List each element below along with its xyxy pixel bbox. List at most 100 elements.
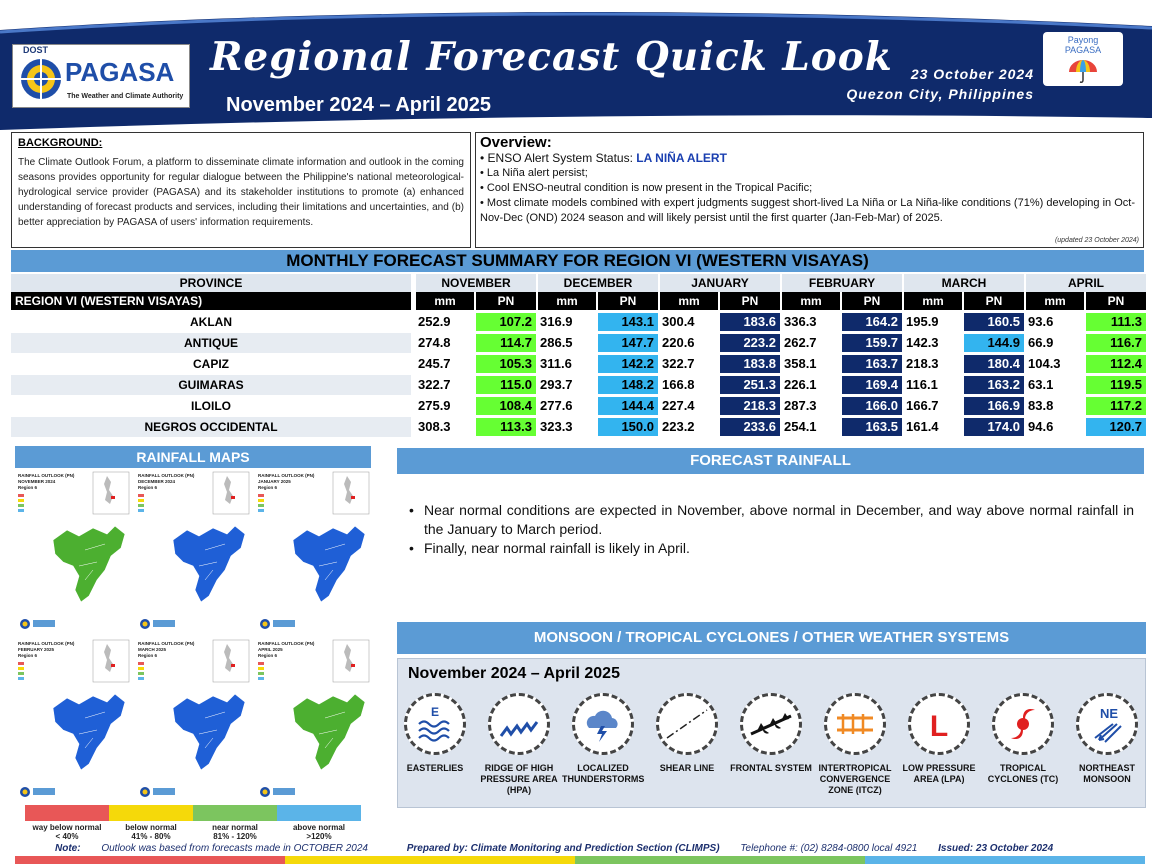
pn-value: 107.2 [476, 313, 536, 331]
legend-range: >120% [306, 832, 332, 841]
pn-value: 159.7 [842, 334, 902, 352]
footer-issued: Issued: 23 October 2024 [938, 843, 1054, 854]
mm-header: mm [660, 292, 718, 310]
northeast-monsoon-icon: NE [1076, 693, 1138, 755]
region-map-graphic [18, 471, 130, 629]
overview-item: • Cool ENSO-neutral condition is now pre… [480, 182, 813, 194]
mm-value: 323.3 [540, 419, 573, 434]
thunderstorm-icon [572, 693, 634, 755]
weather-system-label: LOCALIZED THUNDERSTORMS [562, 763, 645, 784]
pn-value: 160.5 [964, 313, 1024, 331]
mm-value: 277.6 [540, 398, 573, 413]
background-section: BACKGROUND: The Climate Outlook Forum, a… [11, 132, 471, 248]
legend-swatch [25, 805, 109, 821]
map-title-line: DECEMBER 2024 [138, 479, 176, 484]
pn-header: PN [1086, 292, 1146, 310]
rainfall-map: RAINFALL OUTLOOK (PN) MARCH 2025 Region 6 [135, 638, 251, 803]
overview-title: Overview: [480, 134, 552, 151]
ridge-icon [488, 693, 550, 755]
lpa-icon: L [908, 693, 970, 755]
row-band [11, 333, 411, 353]
mm-header: mm [416, 292, 474, 310]
pn-value: 148.2 [598, 376, 658, 394]
province-name: ILOILO [191, 399, 231, 413]
map-title-line: APRIL 2025 [258, 647, 283, 652]
pn-value: 147.7 [598, 334, 658, 352]
rainfall-map: RAINFALL OUTLOOK (PN) APRIL 2025 Region 6 [255, 638, 371, 803]
province-header: PROVINCE [11, 274, 411, 292]
mm-value: 358.1 [784, 356, 817, 371]
rainfall-maps-grid: RAINFALL OUTLOOK (PN) NOVEMBER 2024 Region… [15, 470, 371, 820]
pn-value: 218.3 [720, 397, 780, 415]
map-title-line: RAINFALL OUTLOOK (PN) [138, 473, 195, 478]
pn-value: 166.9 [964, 397, 1024, 415]
legend-range: 41% - 80% [131, 832, 171, 841]
mm-value: 308.3 [418, 419, 451, 434]
footer-bar-blue [865, 856, 1145, 864]
weather-systems-panel: November 2024 – April 2025 E EASTERLIES … [397, 658, 1146, 808]
pn-value: 180.4 [964, 355, 1024, 373]
mm-value: 254.1 [784, 419, 817, 434]
footer-bar-yellow [285, 856, 575, 864]
footer-prepared: Prepared by: Climate Monitoring and Pred… [406, 843, 720, 854]
payong-pagasa-logo: Payong PAGASA [1043, 32, 1123, 86]
forecast-rainfall-text: Near normal conditions are expected in N… [408, 501, 1134, 558]
legend-swatch [109, 805, 193, 821]
mm-value: 322.7 [662, 356, 695, 371]
forecast-item: Near normal conditions are expected in N… [408, 501, 1134, 539]
weather-system-label: EASTERLIES [406, 763, 464, 773]
month-header: JANUARY [660, 274, 780, 292]
pn-header: PN [842, 292, 902, 310]
pn-header: PN [964, 292, 1024, 310]
agency-tagline: The Weather and Climate Authority [67, 93, 184, 100]
row-band [11, 417, 411, 437]
legend-range: < 40% [55, 832, 79, 841]
map-title-line: Region 6 [258, 653, 278, 658]
map-title-line: Region 6 [138, 653, 158, 658]
mm-header: mm [1026, 292, 1084, 310]
mm-value: 220.6 [662, 335, 695, 350]
map-title-line: MARCH 2025 [138, 647, 167, 652]
enso-status-line: • ENSO Alert System Status: LA NIÑA ALER… [480, 151, 1139, 166]
pagasa-seal-icon [21, 59, 61, 99]
map-title-line: JANUARY 2025 [258, 479, 291, 484]
mm-value: 94.6 [1028, 419, 1054, 434]
map-title-line: RAINFALL OUTLOOK (PN) [18, 641, 75, 646]
pn-value: 150.0 [598, 418, 658, 436]
map-title-line: RAINFALL OUTLOOK (PN) [138, 641, 195, 646]
footer-telephone: Telephone #: (02) 8284-0800 local 4921 [740, 843, 918, 854]
rainfall-map: RAINFALL OUTLOOK (PN) JANUARY 2025 Region … [255, 470, 371, 635]
tropical-cyclone-icon [992, 693, 1054, 755]
umbrella-icon [1069, 60, 1097, 83]
legend-label: way below normal < 40% [25, 823, 109, 841]
legend-label: above normal >120% [277, 823, 361, 841]
pn-value: 169.4 [842, 376, 902, 394]
legend-range: 81% - 120% [213, 832, 257, 841]
table-row: ANTIQUE 274.8 114.7 286.5 147.7 220.6 223.2 262… [11, 333, 1146, 353]
pn-value: 183.8 [720, 355, 780, 373]
itcz-icon [824, 693, 886, 755]
background-title: BACKGROUND: [18, 137, 103, 149]
region-map-graphic [258, 639, 370, 797]
province-name: CAPIZ [193, 357, 229, 371]
legend-category: below normal [125, 823, 177, 832]
payong-label: Payong [1067, 35, 1099, 45]
pn-value: 164.2 [842, 313, 902, 331]
month-header: APRIL [1026, 274, 1146, 292]
month-header: MARCH [904, 274, 1024, 292]
header-banner: DOST PAGASA The Weather and Climate Auth… [0, 0, 1152, 130]
table-row: NEGROS OCCIDENTAL 308.3 113.3 323.3 150.0 223… [11, 417, 1146, 437]
rainfall-map: RAINFALL OUTLOOK (PN) FEBRUARY 2025 Region… [15, 638, 131, 803]
map-title-line: Region 6 [138, 485, 158, 490]
legend-category: way below normal [32, 823, 102, 832]
pn-value: 174.0 [964, 418, 1024, 436]
mm-value: 252.9 [418, 314, 451, 329]
overview-section: Overview: • ENSO Alert System Status: LA… [475, 132, 1144, 248]
pn-value: 183.6 [720, 313, 780, 331]
pn-value: 116.7 [1086, 334, 1146, 352]
mm-value: 293.7 [540, 377, 573, 392]
mm-header: mm [538, 292, 596, 310]
map-title-line: Region 6 [18, 485, 38, 490]
weather-system-label: LOW PRESSURE AREA (LPA) [902, 763, 976, 784]
region-map-graphic [138, 471, 250, 629]
